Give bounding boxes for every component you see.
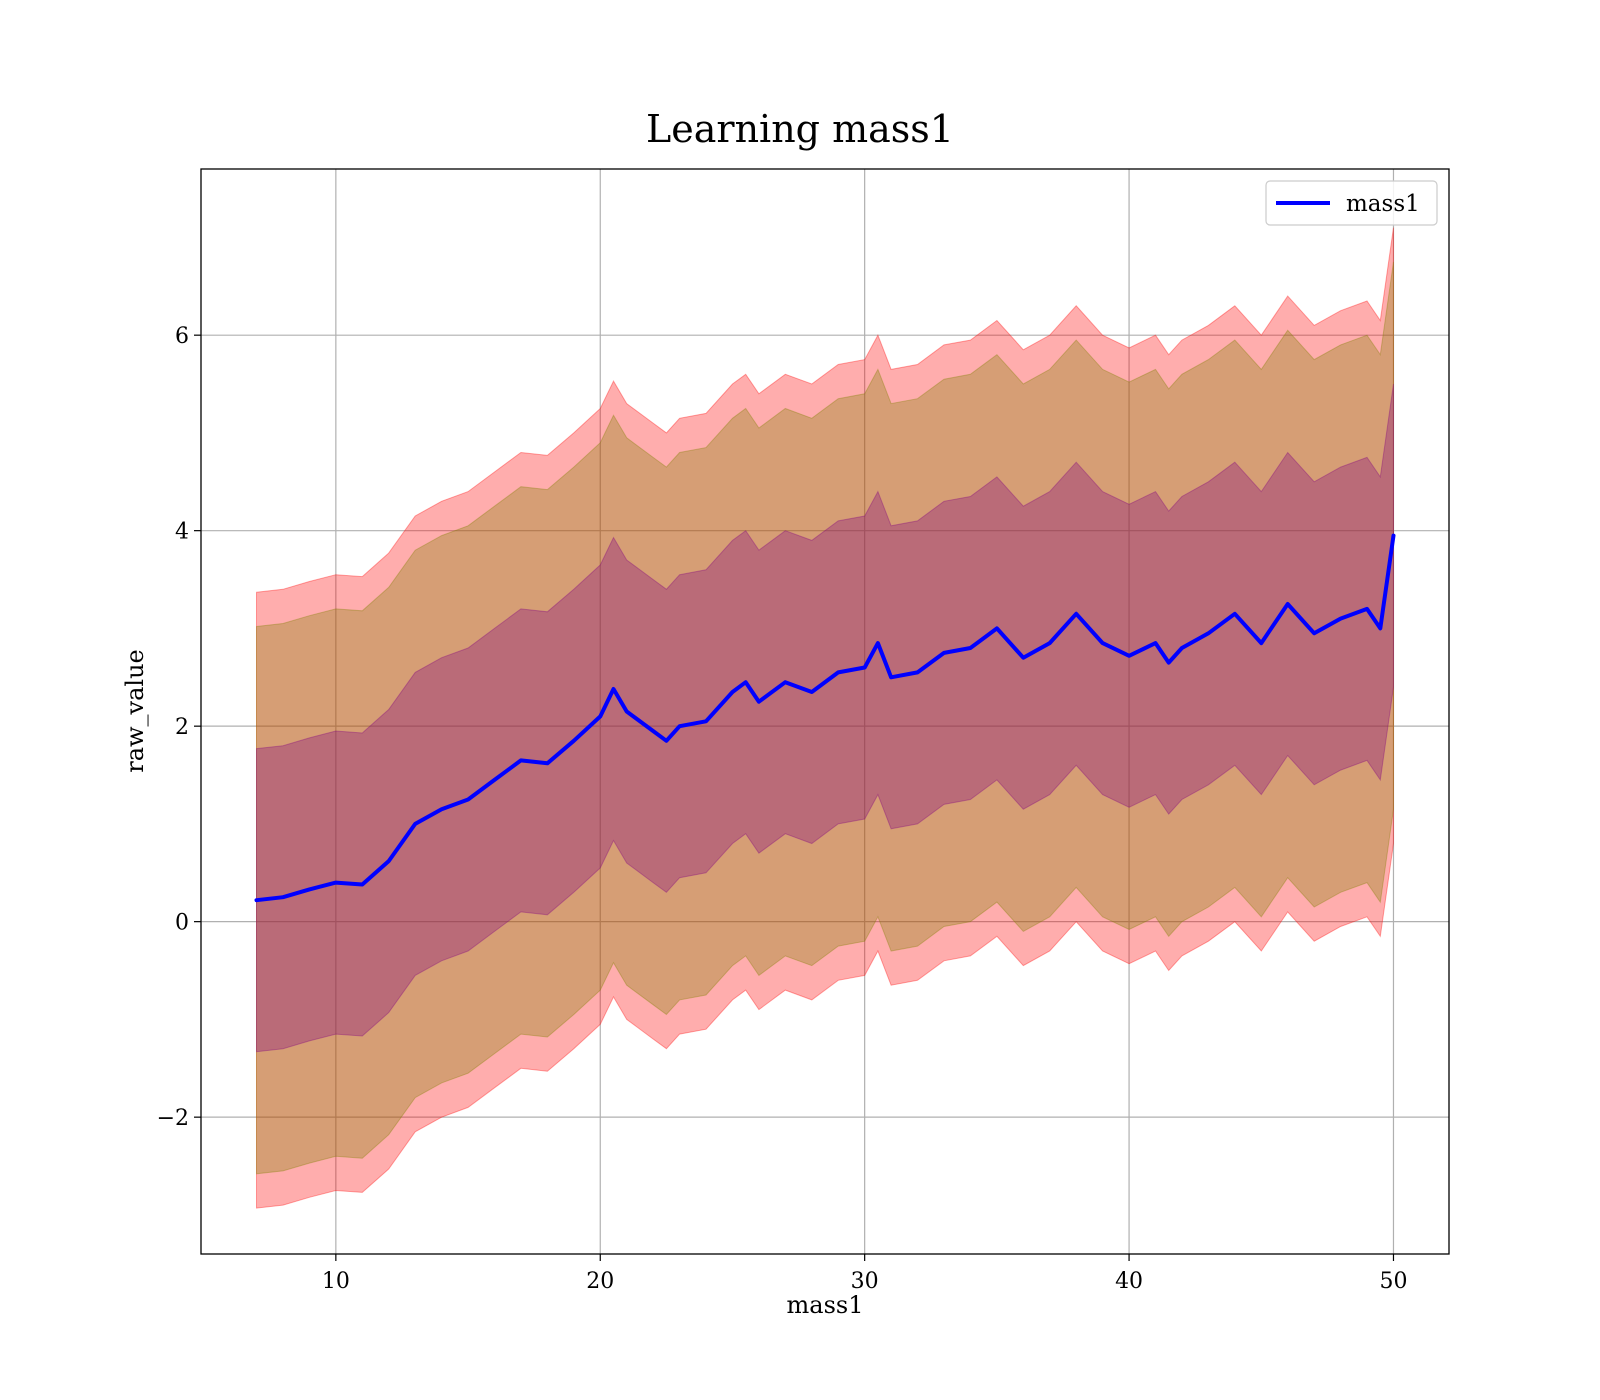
- y-axis-label: raw_value: [121, 649, 149, 773]
- uncertainty-band-2: [256, 261, 1394, 1175]
- axes-frame: [200, 168, 1450, 1255]
- y-tick-label: 6: [175, 324, 189, 349]
- x-tick-label: 10: [322, 1269, 350, 1294]
- axis-ticks: 10 20 30 40 50 −2 0 2 4 6: [157, 324, 1408, 1294]
- chart-title: Learning mass1: [646, 107, 954, 151]
- y-tick-label: 0: [175, 911, 189, 936]
- uncertainty-band-3: [256, 383, 1394, 1053]
- plot-area: 10 20 30 40 50 −2 0 2 4 6: [157, 168, 1450, 1294]
- legend: mass1: [1265, 180, 1438, 226]
- y-tick-label: −2: [157, 1106, 189, 1131]
- x-tick-label: 40: [1115, 1269, 1143, 1294]
- legend-box: [1265, 180, 1438, 226]
- y-tick-label: 4: [175, 520, 189, 545]
- uncertainty-band-1: [256, 227, 1394, 1209]
- y-tick-label: 2: [175, 715, 189, 740]
- uncertainty-bands: [256, 227, 1394, 1209]
- series-lines: [254, 533, 1396, 903]
- grid-lines: [201, 169, 1449, 1254]
- x-tick-label: 30: [851, 1269, 879, 1294]
- x-axis-label: mass1: [787, 1291, 864, 1319]
- x-tick-label: 20: [586, 1269, 614, 1294]
- legend-label-mass1: mass1: [1346, 191, 1420, 217]
- series-line-mass1: [254, 533, 1396, 903]
- x-tick-label: 50: [1379, 1269, 1407, 1294]
